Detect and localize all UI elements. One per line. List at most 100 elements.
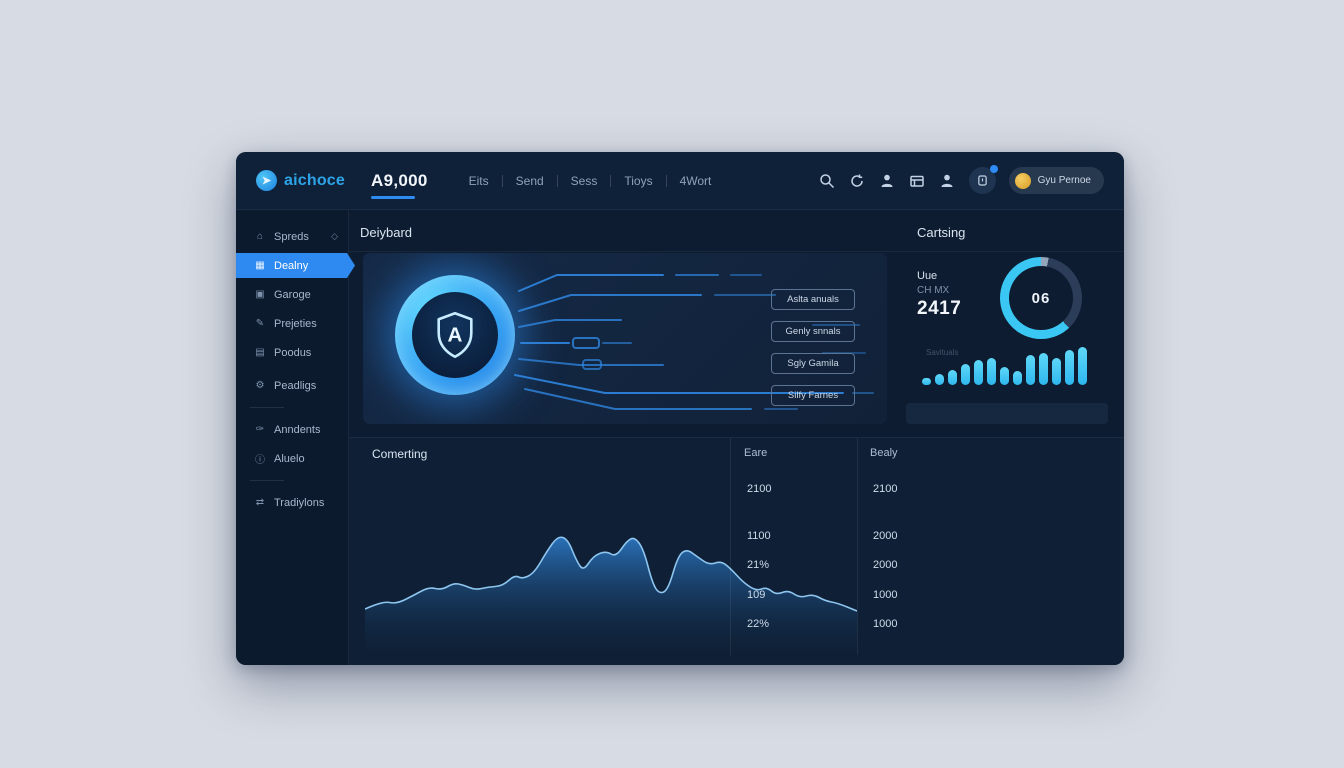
notification-icon[interactable] — [968, 165, 998, 194]
hero-button-group: Aslta anuals Genly snnals Sgly Gamila Si… — [771, 289, 855, 406]
stats-value: 2417 — [917, 298, 962, 319]
hero-button-3[interactable]: Sgly Gamila — [771, 353, 855, 374]
logo-rocket-icon: ➤ — [256, 170, 277, 191]
sidebar-item-label: Spreds — [274, 230, 309, 243]
topbar-actions: Gyu Pernoe — [819, 165, 1104, 194]
table-cell: 2000 — [873, 530, 898, 542]
avatar — [1014, 172, 1031, 189]
hero-button-1[interactable]: Aslta anuals — [771, 289, 855, 310]
bottom-section: Comerting Eare Bealy 2100 1100 21% 109 2… — [349, 437, 1124, 665]
mini-bar — [974, 360, 983, 385]
mini-bar — [935, 374, 944, 385]
sidebar: ⌂ Spreds ◇ ▦ Dealny ▣ Garoge ✎ Prejeties… — [236, 210, 349, 665]
sidebar-item-poodus[interactable]: ▤ Poodus — [236, 340, 348, 365]
table-cell: 1000 — [873, 589, 898, 601]
page-title: Deiybard — [360, 225, 413, 240]
top-nav: Eits Send Sess Tioys 4Wort — [456, 174, 725, 188]
nav-separator — [665, 174, 667, 187]
table-cell: 1100 — [747, 530, 771, 542]
nav-item-1[interactable]: Eits — [468, 173, 489, 188]
mini-bar — [948, 370, 957, 385]
panel-grid-icon[interactable] — [909, 172, 926, 189]
sidebar-item-tradiylons[interactable]: ⇄ Tradiylons — [236, 490, 348, 515]
chevron-icon[interactable]: ◇ — [331, 231, 338, 241]
table-cell: 21% — [747, 559, 770, 571]
doc-icon: ▤ — [255, 347, 265, 358]
mini-bar — [1052, 358, 1061, 385]
sidebar-item-dealny[interactable]: ▦ Dealny — [236, 253, 355, 278]
sidebar-item-label: Anndents — [274, 423, 321, 436]
app-window: ➤ aichoce A9,000 Eits Send Sess Tioys 4W… — [236, 152, 1124, 665]
sidebar-item-label: Poodus — [274, 346, 312, 359]
pen-icon: ✎ — [255, 318, 265, 329]
shield-glow-circle: A — [395, 275, 515, 395]
nav-separator — [610, 174, 612, 187]
table-cell: 1000 — [873, 618, 898, 630]
nav-item-3[interactable]: Sess — [570, 173, 598, 188]
app-logo[interactable]: ➤ aichoce — [256, 170, 345, 191]
shield-letter: A — [448, 324, 463, 347]
gear-icon: ⚙ — [255, 380, 265, 391]
sidebar-item-label: Prejeties — [274, 317, 317, 330]
sidebar-item-anndents[interactable]: ✑ Anndents — [236, 417, 348, 442]
bottom-section-title: Comerting — [372, 447, 428, 461]
mini-bar — [1065, 350, 1074, 385]
sidebar-item-label: Peadligs — [274, 379, 317, 392]
tab-a9000[interactable]: A9,000 — [371, 170, 428, 199]
nav-item-2[interactable]: Send — [515, 173, 544, 188]
logo-text: aichoce — [284, 171, 345, 189]
column-divider — [857, 438, 858, 655]
sidebar-item-aluelo[interactable]: ⓘ Aluelo — [236, 446, 348, 471]
sidebar-item-garoge[interactable]: ▣ Garoge — [236, 282, 348, 307]
shield-inner-circle: A — [412, 292, 498, 378]
panel-footer-strip — [906, 403, 1108, 424]
refresh-icon[interactable] — [849, 172, 866, 189]
active-tab-label: A9,000 — [371, 170, 428, 190]
donut-hole: 06 — [1009, 266, 1073, 330]
bars-faint-label: Savituals — [926, 348, 959, 357]
user-icon[interactable] — [879, 172, 896, 189]
table-cell: 2000 — [873, 559, 898, 571]
profile-name: Gyu Pernoe — [1037, 175, 1091, 186]
sidebar-item-label: Dealny — [274, 259, 309, 272]
area-chart — [365, 536, 857, 651]
mini-bar — [1013, 371, 1022, 385]
sidebar-item-label: Garoge — [274, 288, 311, 301]
mini-bar — [1000, 367, 1009, 385]
column-header-bealy: Bealy — [870, 447, 898, 459]
right-panel-title: Cartsing — [917, 225, 966, 240]
table-cell: 2100 — [747, 483, 772, 495]
column-header-eare: Eare — [744, 447, 768, 459]
pin-icon: ✑ — [255, 424, 265, 435]
swap-icon: ⇄ — [255, 497, 265, 508]
table-cell: 22% — [747, 618, 770, 630]
nav-item-4[interactable]: Tioys — [624, 173, 653, 188]
donut-chart: 06 — [1000, 257, 1082, 339]
nav-item-5[interactable]: 4Wort — [679, 173, 712, 188]
hero-card: A Aslta anuals Genly snnals Sgly Gamila … — [363, 253, 887, 424]
shield-icon: A — [437, 311, 473, 359]
home-icon: ⌂ — [256, 231, 264, 242]
stats-sublabel: CH MX — [917, 285, 950, 296]
mini-bar — [1026, 355, 1035, 385]
notification-badge — [989, 165, 998, 173]
sidebar-item-spreds[interactable]: ⌂ Spreds ◇ — [236, 224, 348, 249]
hero-button-2[interactable]: Genly snnals — [771, 321, 855, 342]
nav-separator — [556, 174, 558, 187]
nav-separator — [501, 174, 503, 187]
hero-button-4[interactable]: Silfy Farnes — [771, 385, 855, 406]
profile-button[interactable]: Gyu Pernoe — [1008, 167, 1104, 194]
sidebar-item-peadligs[interactable]: ⚙ Peadligs — [236, 373, 348, 398]
mini-bar — [961, 364, 970, 385]
mini-bar-chart — [922, 344, 1092, 385]
sidebar-item-prejeties[interactable]: ✎ Prejeties — [236, 311, 348, 336]
sidebar-item-label: Aluelo — [274, 452, 305, 465]
table-cell: 2100 — [873, 483, 898, 495]
topbar: ➤ aichoce A9,000 Eits Send Sess Tioys 4W… — [236, 152, 1124, 210]
table-cell: 109 — [747, 589, 766, 601]
mini-bar — [1039, 353, 1048, 385]
sidebar-item-label: Tradiylons — [274, 496, 325, 509]
search-icon[interactable] — [819, 172, 836, 189]
user-icon-2[interactable] — [939, 172, 956, 189]
